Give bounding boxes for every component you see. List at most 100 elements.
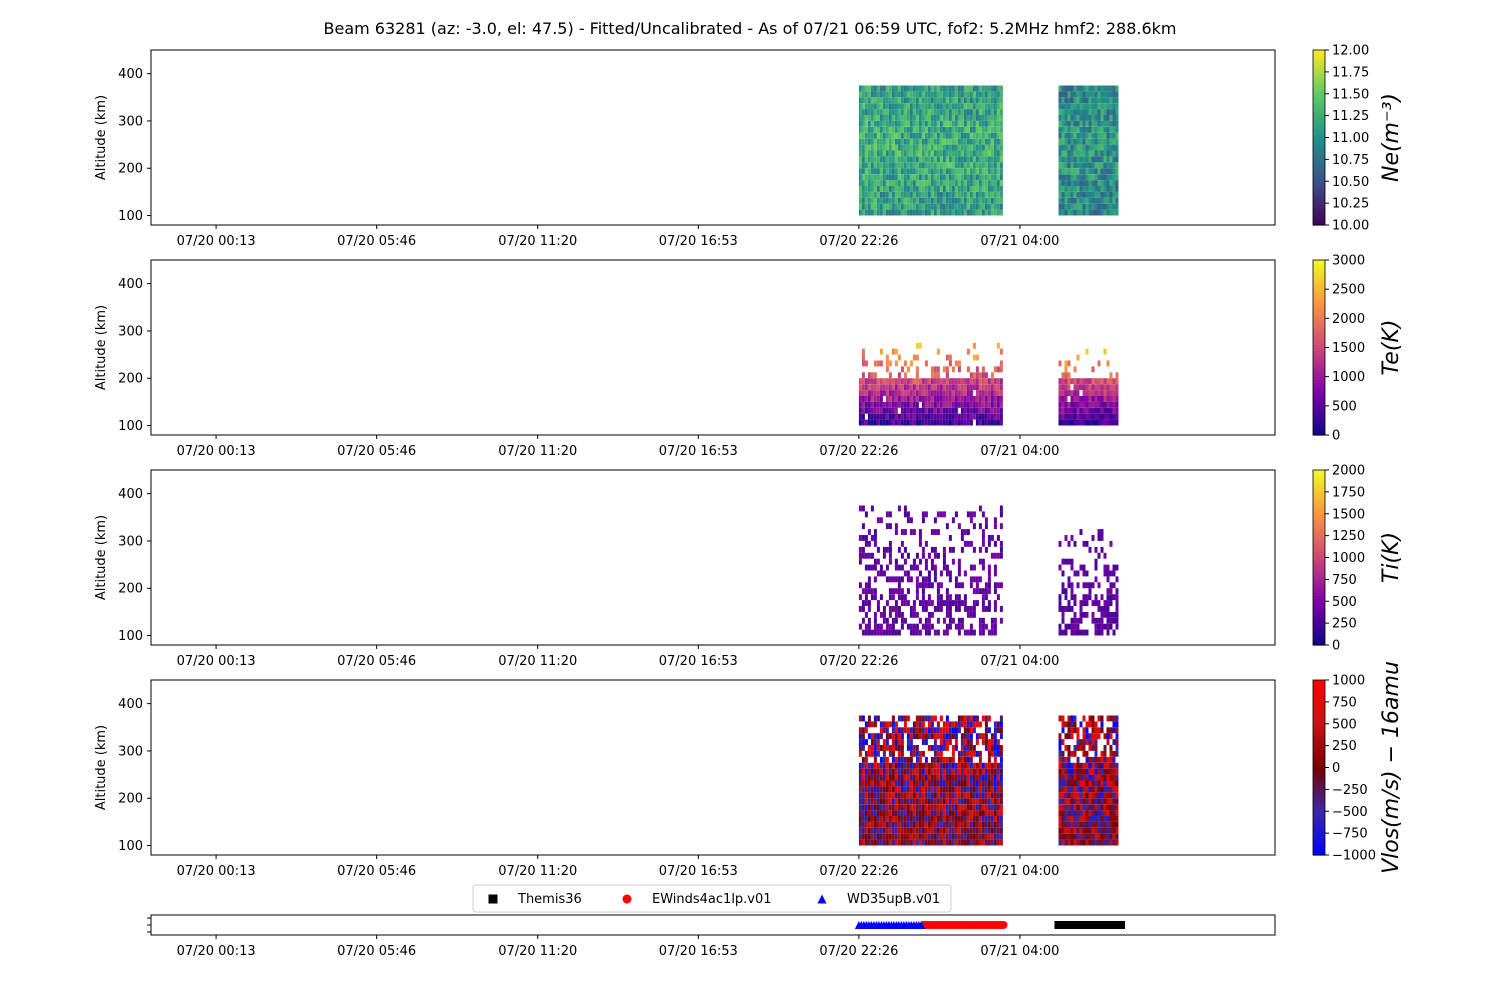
heatmap-cell <box>1100 546 1104 553</box>
heatmap-cell <box>1115 792 1119 799</box>
heatmap-cell <box>885 401 889 408</box>
heatmap-cell <box>1106 401 1110 408</box>
heatmap-cell <box>1073 378 1077 385</box>
heatmap-cell <box>936 600 940 606</box>
heatmap-cell <box>882 115 886 121</box>
heatmap-cell <box>942 138 946 145</box>
heatmap-cell <box>861 180 865 186</box>
heatmap-cell <box>864 144 868 151</box>
heatmap-cell <box>864 810 868 816</box>
heatmap-cell <box>867 413 871 420</box>
heatmap-cell <box>936 390 940 396</box>
heatmap-cell <box>936 816 940 822</box>
heatmap-cell <box>924 162 928 169</box>
heatmap-cell <box>927 768 931 775</box>
heatmap-cell <box>1100 810 1104 816</box>
heatmap-cell <box>1088 419 1092 426</box>
heatmap-cell <box>1106 191 1110 198</box>
heatmap-cell <box>894 109 898 115</box>
heatmap-cell <box>972 546 976 553</box>
heatmap-cell <box>939 727 943 734</box>
colorbar-segment <box>1313 575 1325 579</box>
heatmap-cell <box>1058 756 1062 763</box>
colorbar-segment <box>1313 478 1325 483</box>
heatmap-cell <box>891 816 895 822</box>
heatmap-cell <box>969 733 973 740</box>
heatmap-cell <box>1064 419 1068 426</box>
heatmap-cell <box>1088 768 1092 775</box>
colorbar-segment <box>1313 531 1325 535</box>
heatmap-cell <box>1109 623 1113 630</box>
heatmap-cell <box>1058 798 1062 805</box>
heatmap-cell <box>930 138 934 145</box>
heatmap-cell <box>897 792 901 799</box>
colorbar-segment <box>1313 429 1325 433</box>
heatmap-cell <box>969 816 973 822</box>
heatmap-cell <box>918 733 922 740</box>
heatmap-cell <box>936 774 940 781</box>
heatmap-cell <box>954 150 958 157</box>
heatmap-cell <box>1079 798 1083 805</box>
heatmap-cell <box>1109 821 1113 828</box>
heatmap-cell <box>918 186 922 192</box>
heatmap-cell <box>1067 191 1071 198</box>
heatmap-cell <box>963 745 967 751</box>
heatmap-cell <box>933 804 937 811</box>
heatmap-cell <box>993 180 997 186</box>
heatmap-cell <box>861 745 865 751</box>
heatmap-cell <box>879 138 883 145</box>
heatmap-cell <box>933 401 937 408</box>
heatmap-cell <box>951 617 955 624</box>
heatmap-cell <box>948 576 952 583</box>
heatmap-cell <box>900 126 904 133</box>
colorbar-segment <box>1313 204 1325 209</box>
heatmap-cell <box>1061 762 1065 769</box>
heatmap-cell <box>996 203 1000 210</box>
heatmap-cell <box>921 780 925 787</box>
heatmap-cell <box>870 804 874 811</box>
legend-label: Themis36 <box>517 892 582 907</box>
heatmap-cell <box>921 762 925 769</box>
heatmap-cell <box>867 745 871 751</box>
heatmap-cell <box>1070 827 1074 834</box>
heatmap-cell <box>942 191 946 198</box>
heatmap-cell <box>993 786 997 793</box>
heatmap-cell <box>1115 372 1119 379</box>
heatmap-cell <box>1076 839 1080 846</box>
heatmap-cell <box>939 816 943 822</box>
heatmap-cell <box>861 407 865 414</box>
heatmap-cell <box>945 191 949 198</box>
heatmap-cell <box>921 91 925 98</box>
heatmap-cell <box>1112 617 1116 624</box>
heatmap-cell <box>1079 132 1083 139</box>
heatmap-cell <box>894 203 898 210</box>
heatmap-cell <box>942 97 946 104</box>
heatmap-cell <box>963 739 967 745</box>
heatmap-cell <box>936 721 940 728</box>
heatmap-cell <box>1103 156 1107 163</box>
colorbar-segment <box>1313 534 1325 538</box>
heatmap-cell <box>1070 733 1074 740</box>
heatmap-cell <box>930 715 934 722</box>
heatmap-cell <box>912 401 916 408</box>
colorbar-label: Ti(K) <box>1379 532 1404 583</box>
heatmap-cell <box>993 120 997 127</box>
heatmap-cell <box>870 594 874 601</box>
heatmap-cell <box>975 91 979 98</box>
heatmap-cell <box>933 756 937 763</box>
heatmap-cell <box>1115 419 1119 426</box>
heatmap-cell <box>858 821 862 828</box>
colorbar-segment <box>1313 849 1325 853</box>
heatmap-cell <box>897 745 901 751</box>
heatmap-cell <box>1058 203 1062 210</box>
heatmap-cell <box>1076 120 1080 127</box>
heatmap-cell <box>978 821 982 828</box>
heatmap-cell <box>993 839 997 846</box>
heatmap-cell <box>1094 792 1098 799</box>
heatmap-cell <box>915 390 919 396</box>
heatmap-cell <box>942 821 946 828</box>
heatmap-cell <box>1061 372 1065 379</box>
heatmap-cell <box>966 721 970 728</box>
colorbar-segment <box>1313 513 1325 518</box>
heatmap-cell <box>867 804 871 811</box>
